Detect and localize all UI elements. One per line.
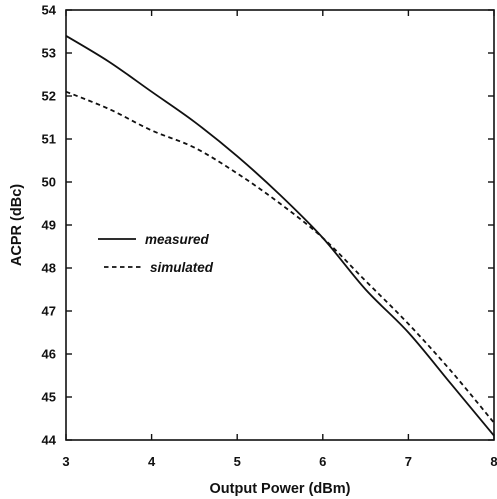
x-tick-label-7: 7 <box>405 454 412 469</box>
y-tick-label-46: 46 <box>42 347 56 362</box>
series-line-measured <box>65 35 495 437</box>
x-tick-label-8: 8 <box>490 454 497 469</box>
y-tick-label-53: 53 <box>42 46 56 61</box>
y-tick-label-52: 52 <box>42 89 56 104</box>
y-tick-label-54: 54 <box>42 3 57 18</box>
x-tick-label-4: 4 <box>148 454 156 469</box>
legend: measured simulated <box>98 232 214 275</box>
y-tick-label-51: 51 <box>42 132 56 147</box>
y-tick-label-48: 48 <box>42 261 56 276</box>
y-tick-label-50: 50 <box>42 175 56 190</box>
y-tick-label-45: 45 <box>42 390 56 405</box>
series-line-simulated <box>65 90 495 424</box>
y-tick-label-47: 47 <box>42 304 56 319</box>
x-tick-label-5: 5 <box>234 454 241 469</box>
legend-label-measured: measured <box>145 232 210 247</box>
legend-label-simulated: simulated <box>150 260 214 275</box>
y-tick-label-49: 49 <box>42 218 56 233</box>
series-layer <box>65 35 495 437</box>
plot-frame <box>65 9 495 441</box>
x-axis-title: Output Power (dBm) <box>210 481 351 497</box>
x-tick-label-3: 3 <box>62 454 69 469</box>
y-tick-label-44: 44 <box>42 433 57 448</box>
y-axis-title: ACPR (dBc) <box>9 184 25 266</box>
x-tick-label-6: 6 <box>319 454 326 469</box>
